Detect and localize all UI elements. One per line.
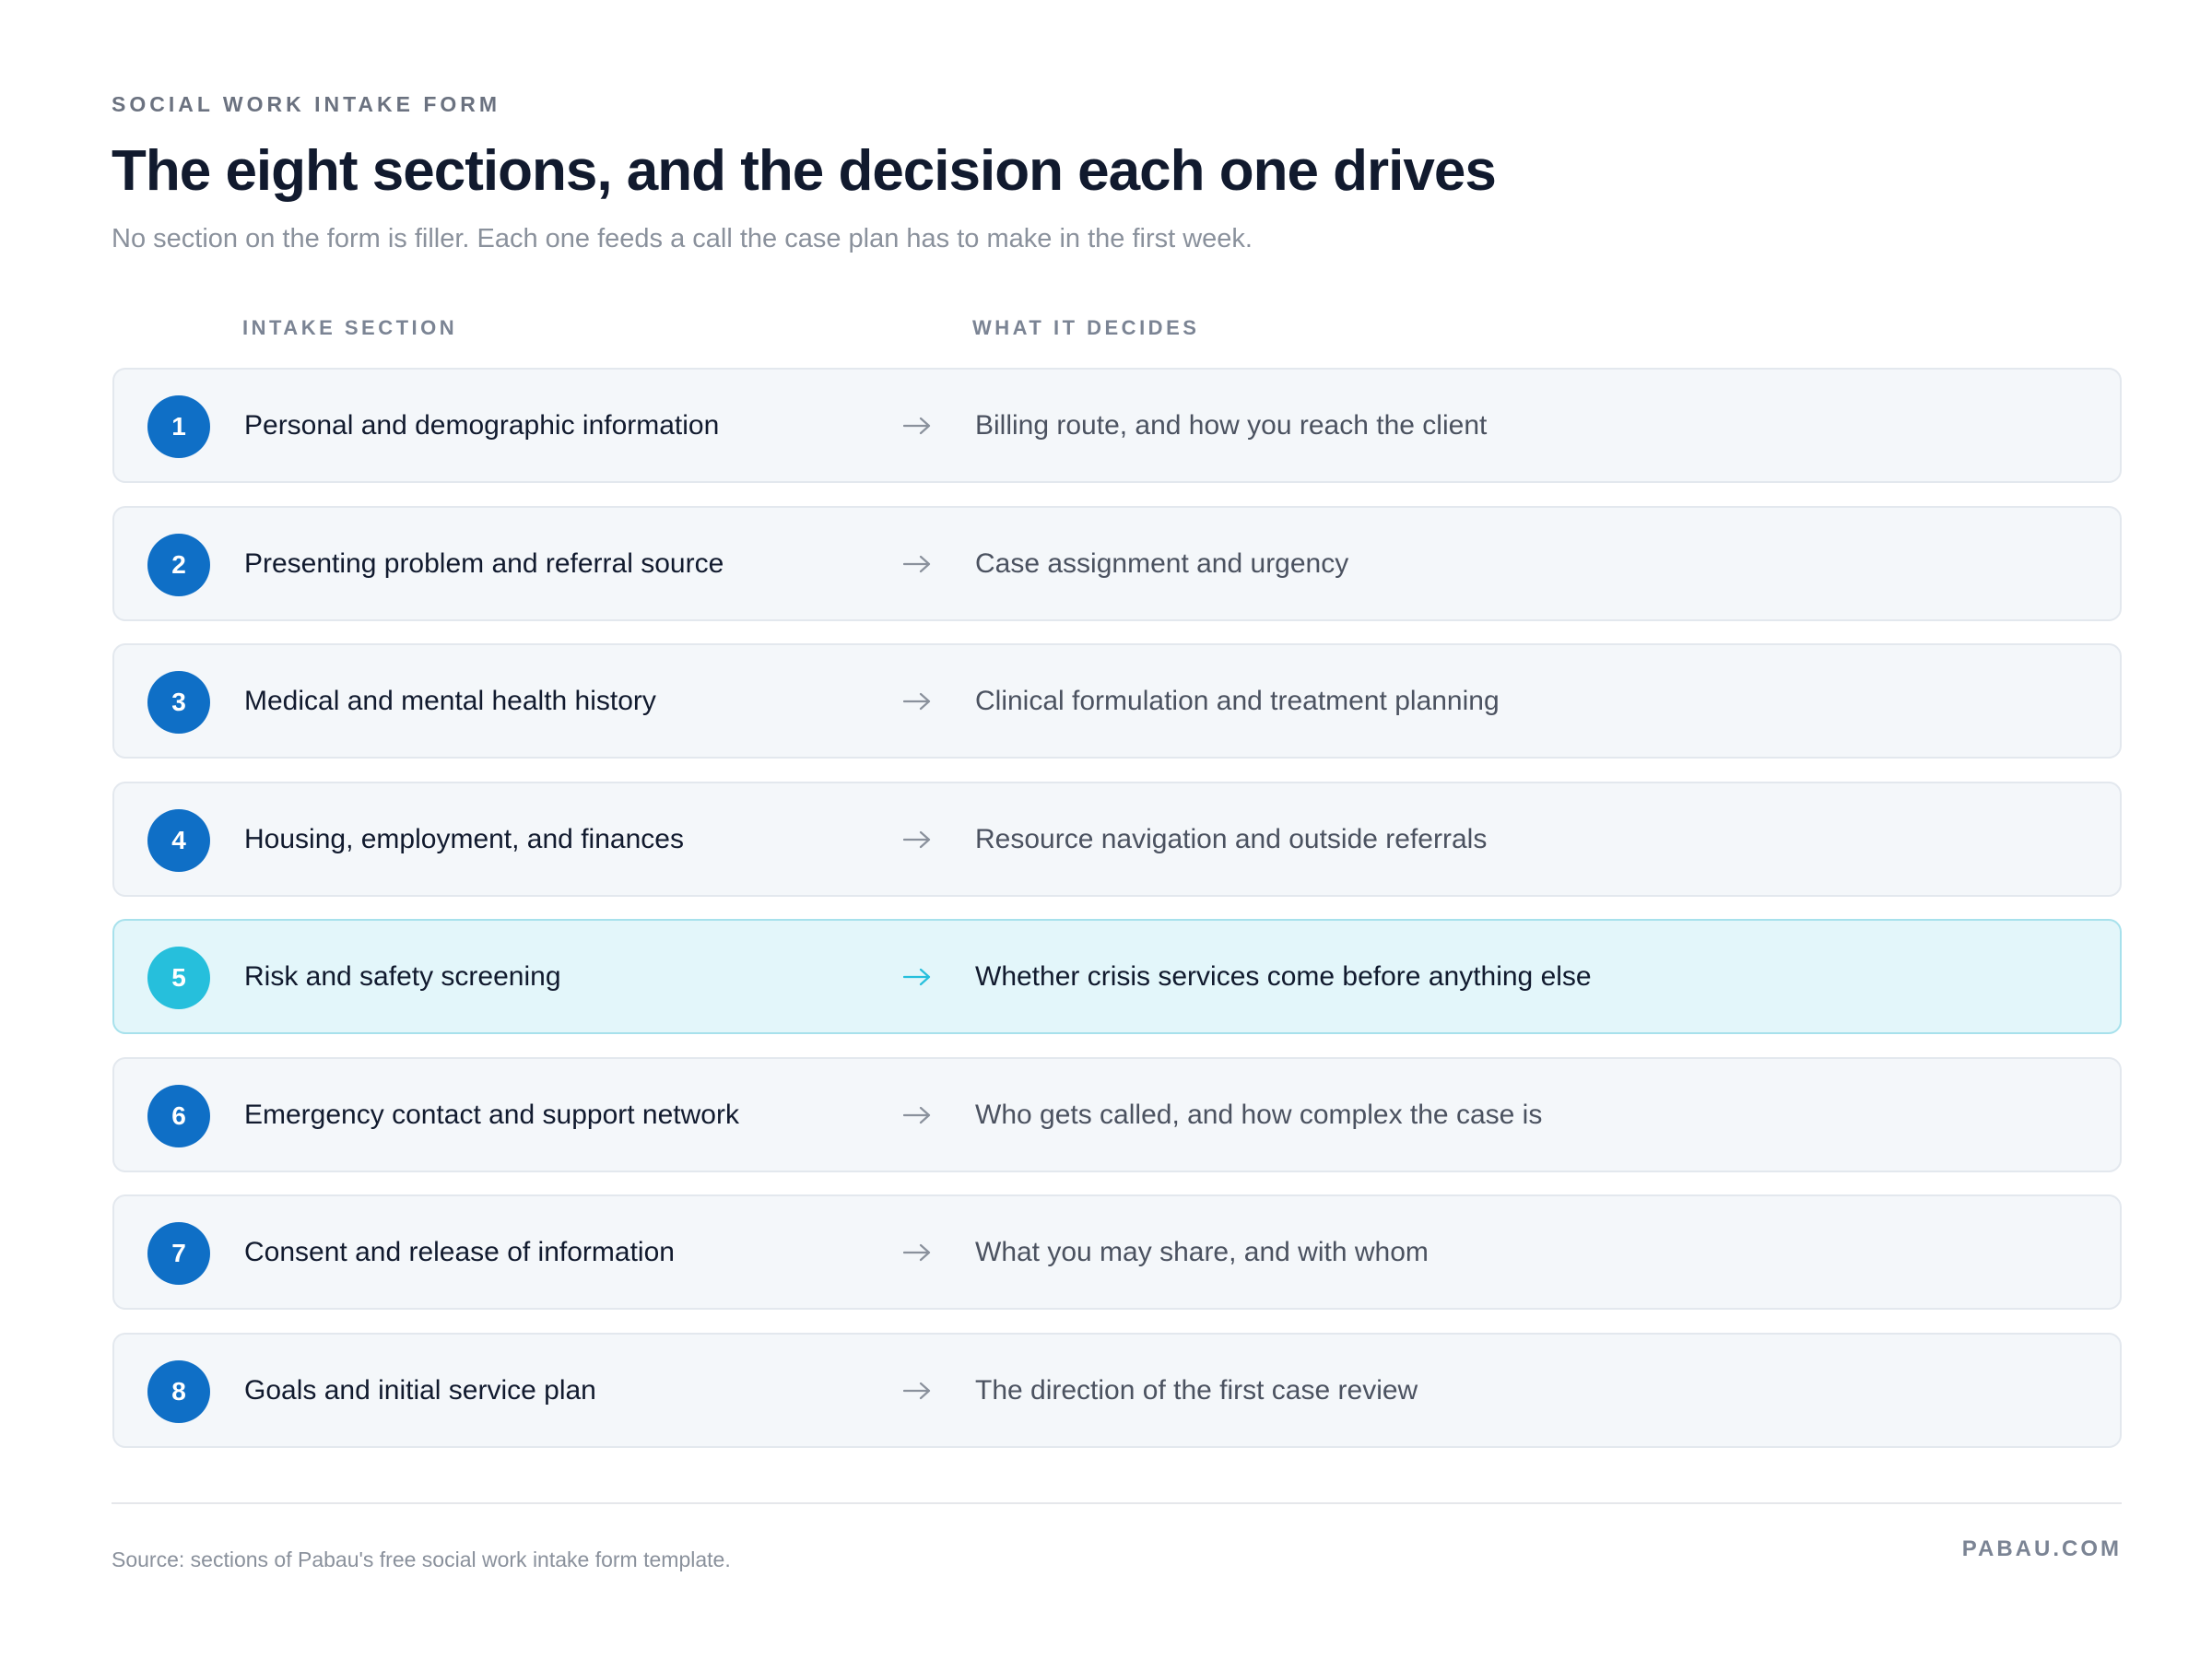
arrow — [902, 1381, 931, 1406]
row: 6 Emergency contact and support network Wh… — [112, 1056, 2122, 1172]
row: 4 Housing, employment, and finances Resour… — [112, 781, 2122, 897]
title: The eight sections, and the decision eac… — [112, 139, 1497, 203]
decision: The direction of the first case review — [975, 1374, 1418, 1406]
subtitle: No section on the form is filler. Each o… — [112, 224, 1253, 253]
arrow-icon — [902, 555, 931, 572]
arrow — [902, 554, 931, 579]
arrow-icon — [902, 968, 931, 986]
arrow — [902, 416, 931, 441]
section-name: Risk and safety screening — [244, 961, 561, 992]
column-header: INTAKE SECTION — [242, 316, 458, 339]
step-number: 7 — [147, 1222, 210, 1285]
arrow-icon — [902, 1382, 931, 1399]
arrow — [902, 691, 931, 716]
step-number: 1 — [147, 395, 210, 458]
step-number: 3 — [147, 671, 210, 734]
column-header: WHAT IT DECIDES — [972, 316, 1200, 339]
decision: Who gets called, and how complex the cas… — [975, 1099, 1543, 1130]
divider — [112, 1502, 2122, 1504]
source: Source: sections of Pabau's free social … — [112, 1547, 731, 1571]
arrow — [902, 967, 931, 992]
step-number: 8 — [147, 1359, 210, 1423]
row: 1 Personal and demographic information Bil… — [112, 368, 2122, 483]
row: 5 Risk and safety screening Whether crisis… — [112, 919, 2122, 1034]
decision: Clinical formulation and treatment plann… — [975, 686, 1500, 716]
decision: Case assignment and urgency — [975, 547, 1349, 579]
section-name: Consent and release of information — [244, 1237, 675, 1267]
arrow-icon — [902, 692, 931, 711]
eyebrow: SOCIAL WORK INTAKE FORM — [112, 92, 501, 116]
section-name: Emergency contact and support network — [244, 1099, 739, 1130]
section-name: Goals and initial service plan — [244, 1374, 596, 1406]
section-name: Presenting problem and referral source — [244, 547, 724, 579]
arrow-icon — [902, 1243, 931, 1262]
row: 3 Medical and mental health history Clinic… — [112, 643, 2122, 759]
step-number: 4 — [147, 808, 210, 872]
arrow-icon — [902, 1106, 931, 1124]
arrow — [902, 830, 931, 854]
arrow-icon — [902, 417, 931, 435]
section-name: Housing, employment, and finances — [244, 823, 684, 854]
arrow — [902, 1242, 931, 1267]
decision: Resource navigation and outside referral… — [975, 823, 1488, 854]
row: 2 Presenting problem and referral source C… — [112, 505, 2122, 621]
section-name: Personal and demographic information — [244, 410, 720, 441]
step-number: 6 — [147, 1084, 210, 1147]
decision: Billing route, and how you reach the cli… — [975, 410, 1488, 441]
decision: Whether crisis services come before anyt… — [975, 961, 1592, 992]
section-name: Medical and mental health history — [244, 686, 656, 716]
step-number: 2 — [147, 533, 210, 596]
step-number: 5 — [147, 947, 210, 1009]
row: 7 Consent and release of information What … — [112, 1194, 2122, 1310]
row: 8 Goals and initial service plan The direc… — [112, 1332, 2122, 1448]
brand: PABAU.COM — [1961, 1536, 2122, 1561]
decision: What you may share, and with whom — [975, 1237, 1429, 1267]
arrow-icon — [902, 830, 931, 848]
arrow — [902, 1105, 931, 1130]
